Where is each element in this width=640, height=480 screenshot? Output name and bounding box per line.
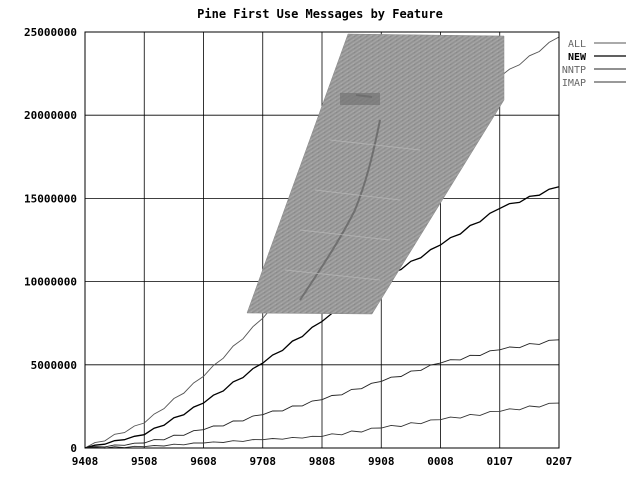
x-tick-label: 9608 bbox=[190, 455, 217, 468]
series-line-new bbox=[84, 186, 560, 449]
series-line-imap bbox=[84, 402, 560, 449]
x-tick-label: 0107 bbox=[487, 455, 514, 468]
x-tick-label: 0008 bbox=[427, 455, 454, 468]
legend-label: NNTP bbox=[562, 65, 586, 76]
series-line-nntp bbox=[84, 339, 560, 449]
x-tick-label: 9408 bbox=[72, 455, 99, 468]
x-axis-ticks: 9408 9508 9608 9708 9808 9908 0008 0107 0207 bbox=[72, 455, 573, 468]
x-tick-label: 0207 bbox=[546, 455, 573, 468]
x-tick-label: 9908 bbox=[368, 455, 395, 468]
x-tick-label: 9508 bbox=[131, 455, 158, 468]
inset-photo bbox=[246, 33, 505, 315]
y-tick-label: 0 bbox=[70, 442, 77, 455]
legend-label: IMAP bbox=[562, 78, 586, 89]
legend: ALL NEW NNTP IMAP bbox=[562, 39, 626, 89]
y-tick-label: 5000000 bbox=[31, 359, 77, 372]
plot-frame bbox=[84, 31, 560, 449]
y-axis-ticks: 0 5000000 10000000 15000000 20000000 25000000 bbox=[24, 26, 77, 455]
y-tick-label: 15000000 bbox=[24, 192, 77, 205]
y-tick-label: 25000000 bbox=[24, 26, 77, 39]
x-tick-label: 9708 bbox=[250, 455, 277, 468]
chart-title: Pine First Use Messages by Feature bbox=[197, 7, 443, 21]
legend-label: ALL bbox=[568, 39, 586, 50]
y-tick-label: 20000000 bbox=[24, 109, 77, 122]
y-tick-label: 10000000 bbox=[24, 276, 77, 289]
legend-label: NEW bbox=[568, 52, 587, 63]
x-tick-label: 9808 bbox=[309, 455, 336, 468]
